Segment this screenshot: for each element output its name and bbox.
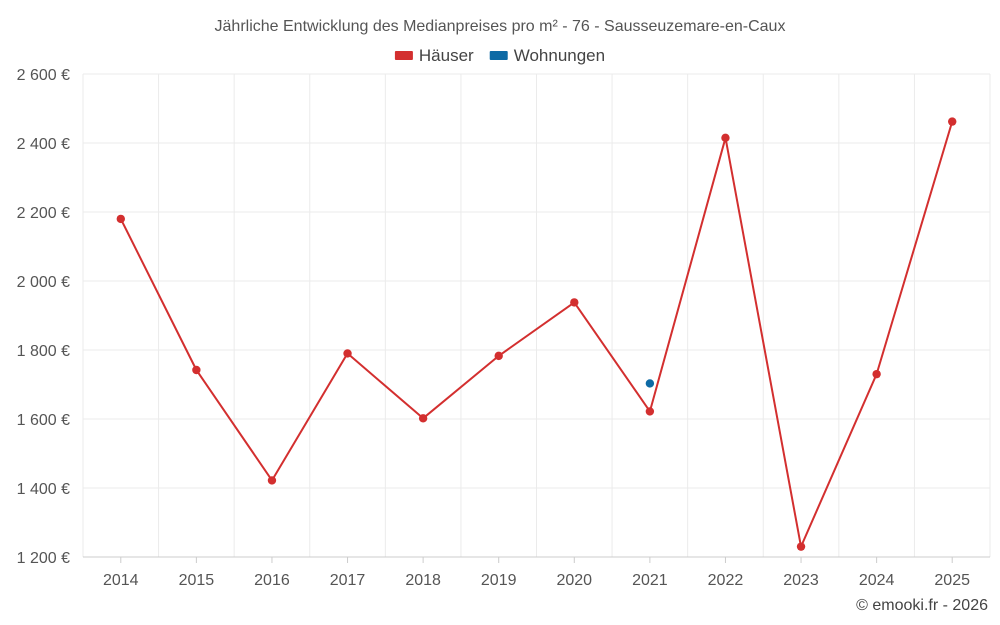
legend: Häuser Wohnungen [394,46,605,65]
x-tick-label: 2018 [405,572,441,589]
y-tick-label: 1 600 € [17,412,70,429]
x-tick-label: 2022 [708,572,744,589]
x-tick-label: 2023 [783,572,819,589]
legend-item-haeuser[interactable]: Häuser [394,46,474,65]
data-point-haeuser[interactable] [796,542,806,551]
data-point-haeuser[interactable] [570,298,579,307]
series [116,117,957,551]
legend-label: Häuser [419,46,474,65]
legend-swatch [394,51,413,60]
y-tick-label: 2 600 € [17,67,70,84]
y-tick-label: 1 200 € [17,550,70,567]
x-tick-label: 2020 [556,572,592,589]
data-point-wohnungen[interactable] [645,379,655,388]
data-point-haeuser[interactable] [343,349,352,358]
data-point-haeuser[interactable] [872,369,881,379]
y-tick-label: 2 400 € [17,136,70,153]
x-tick-label: 2024 [859,572,895,589]
data-point-haeuser[interactable] [116,214,125,224]
legend-label: Wohnungen [514,46,605,65]
x-tick-label: 2017 [330,572,366,589]
x-tick-label: 2014 [103,572,139,589]
data-point-haeuser[interactable] [721,133,730,143]
chart-title: Jährliche Entwicklung des Medianpreises … [215,18,786,35]
x-tick-label: 2016 [254,572,290,589]
legend-swatch [489,51,508,60]
x-tick-label: 2021 [632,572,668,589]
y-tick-label: 2 200 € [17,205,70,222]
axes: 1 200 € 1 400 € 1 600 € 1 800 € 2 000 € 2 200… [17,67,990,589]
x-tick-label: 2019 [481,572,517,589]
series-line-haeuser [119,121,954,548]
data-point-haeuser[interactable] [267,476,277,485]
data-point-haeuser[interactable] [645,407,655,416]
data-point-haeuser[interactable] [418,414,428,423]
credit-text: © emooki.fr - 2026 [856,597,988,614]
y-tick-label: 2 000 € [17,274,70,291]
legend-item-wohnungen[interactable]: Wohnungen [489,46,605,65]
data-point-haeuser[interactable] [948,117,957,126]
y-tick-label: 1 800 € [17,343,70,360]
y-tick-label: 1 400 € [17,481,70,498]
x-tick-label: 2015 [179,572,215,589]
grid [82,73,991,558]
data-point-haeuser[interactable] [192,365,201,375]
x-tick-label: 2025 [934,572,970,589]
data-point-haeuser[interactable] [494,351,503,361]
